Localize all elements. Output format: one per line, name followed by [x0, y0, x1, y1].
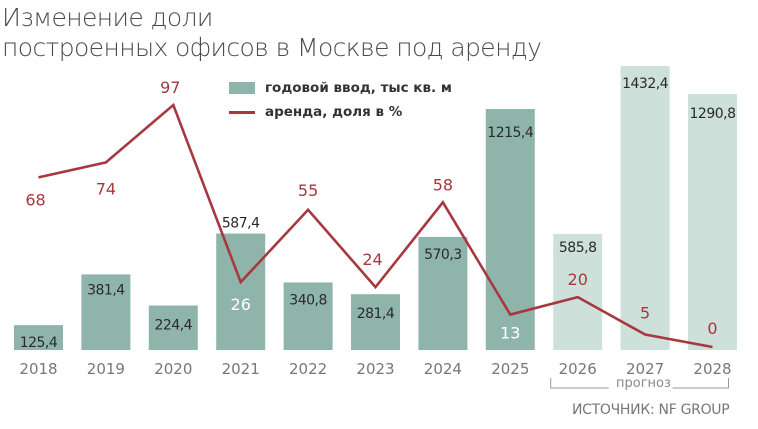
line-swatch-icon [229, 110, 255, 114]
bar-2022 [283, 282, 333, 350]
chart-title: Изменение доли построенных офисов в Моск… [2, 3, 542, 63]
x-tick-2024: 2024 [424, 360, 462, 378]
line-value-2020: 97 [160, 78, 180, 97]
x-tick-2025: 2025 [491, 360, 529, 378]
chart-title-line-1: Изменение доли [2, 3, 213, 32]
bar-value-2024: 570,3 [424, 247, 462, 263]
x-tick-2023: 2023 [356, 360, 394, 378]
legend-item-line: аренда, доля в % [229, 100, 452, 124]
x-tick-2019: 2019 [87, 360, 125, 378]
line-value-2024: 58 [433, 175, 453, 194]
bar-value-2020: 224,4 [155, 318, 193, 334]
line-value-2025: 13 [500, 324, 520, 343]
bar-value-2018: 125,4 [20, 335, 58, 351]
forecast-bracket-left [550, 378, 609, 389]
bar-2019 [81, 274, 131, 350]
bar-value-2022: 340,8 [289, 292, 327, 308]
forecast-label: прогноз [616, 376, 671, 391]
bar-2028 [688, 94, 737, 351]
x-tick-2022: 2022 [289, 360, 327, 378]
x-tick-2018: 2018 [19, 360, 57, 378]
legend: годовой ввод, тыс кв. м аренда, доля в % [229, 76, 452, 124]
x-tick-2021: 2021 [222, 360, 260, 378]
bar-2023 [351, 294, 400, 350]
x-tick-2028: 2028 [693, 360, 731, 378]
bar-value-2021: 587,4 [222, 216, 260, 232]
bar-2021 [216, 233, 266, 350]
bar-value-2028: 1290,8 [690, 106, 736, 122]
bar-value-2026: 585,8 [559, 240, 597, 256]
bar-value-2025: 1215,4 [487, 125, 534, 141]
x-tick-2026: 2026 [559, 360, 597, 378]
line-value-2027: 5 [640, 304, 650, 323]
legend-item-bars: годовой ввод, тыс кв. м [229, 76, 452, 100]
line-value-2026: 20 [568, 270, 588, 289]
bar-value-2027: 1432,4 [622, 76, 669, 92]
line-value-2019: 74 [96, 179, 116, 198]
rent-share-line [38, 102, 713, 349]
line-value-2021: 26 [231, 295, 251, 314]
line-value-2018: 68 [25, 190, 45, 209]
legend-line-label: аренда, доля в % [265, 104, 403, 120]
chart-title-line-2: построенных офисов в Москве под аренду [2, 33, 542, 62]
line-value-2023: 24 [362, 250, 382, 269]
bar-2018 [14, 325, 63, 350]
bar-swatch-icon [229, 82, 255, 94]
line-value-2022: 55 [298, 181, 318, 200]
bar-2024 [418, 236, 468, 350]
legend-bar-label: годовой ввод, тыс кв. м [265, 80, 452, 96]
bar-value-2023: 281,4 [357, 306, 395, 322]
source-note: ИСТОЧНИК: NF GROUP [572, 402, 730, 418]
line-value-2028: 0 [707, 319, 717, 338]
bar-value-2019: 381,4 [87, 282, 125, 298]
bar-2027 [620, 66, 670, 350]
bar-2026 [553, 233, 603, 350]
x-tick-2020: 2020 [154, 360, 192, 378]
bar-2020 [148, 305, 198, 350]
x-tick-2027: 2027 [626, 360, 664, 378]
forecast-bracket-right [672, 378, 729, 389]
